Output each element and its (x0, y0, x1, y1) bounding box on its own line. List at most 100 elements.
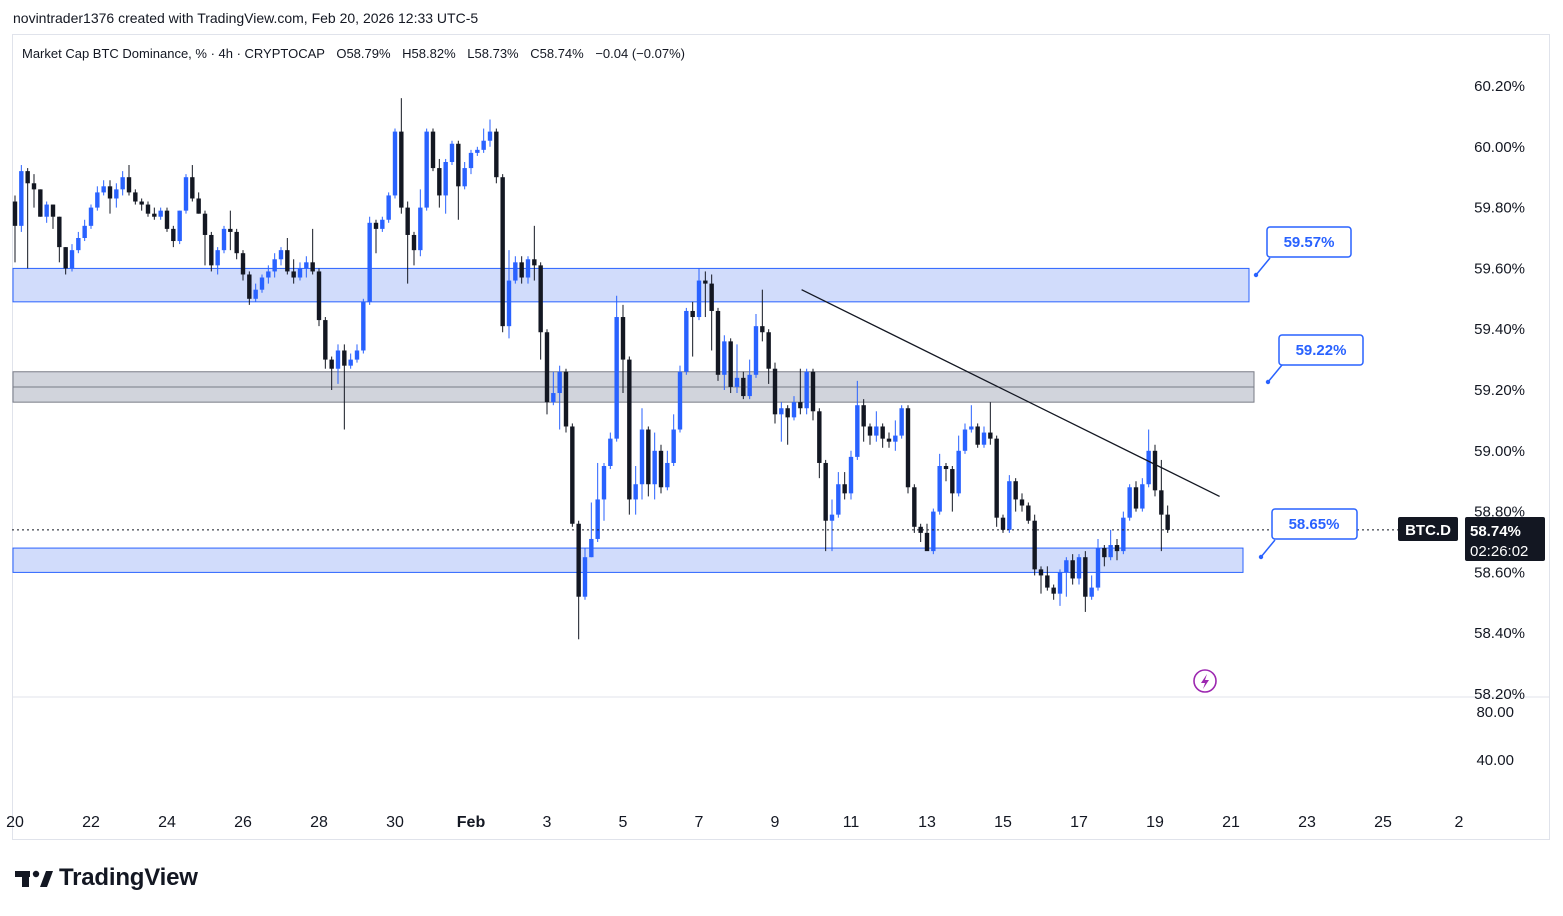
candle[interactable] (665, 450, 670, 491)
candle[interactable] (291, 259, 296, 284)
candle[interactable] (1064, 557, 1069, 597)
candle[interactable] (918, 523, 923, 542)
candle[interactable] (19, 165, 24, 232)
zone-blue-0[interactable] (12, 267, 1250, 303)
candle[interactable] (734, 344, 740, 394)
candle[interactable] (779, 402, 784, 442)
candle[interactable] (741, 371, 746, 400)
candle[interactable] (988, 402, 993, 445)
candle[interactable] (361, 298, 366, 354)
candle[interactable] (487, 119, 493, 147)
candle[interactable] (1127, 484, 1132, 521)
candle[interactable] (380, 216, 385, 232)
candle[interactable] (886, 432, 892, 448)
candle[interactable] (329, 356, 334, 390)
candle[interactable] (747, 359, 752, 400)
candle[interactable] (893, 420, 898, 451)
candle[interactable] (810, 368, 816, 421)
price-axis[interactable]: 60.20% 60.00% 59.80% 59.60% 59.40% 59.20% 59.0… (1474, 78, 1525, 703)
candle[interactable] (139, 198, 144, 211)
candle[interactable] (1007, 475, 1012, 533)
candle[interactable] (513, 256, 518, 284)
candle[interactable] (1146, 429, 1151, 488)
candle[interactable] (190, 165, 195, 202)
candle[interactable] (228, 210, 233, 251)
candle[interactable] (1114, 538, 1120, 561)
candle[interactable] (829, 499, 835, 552)
candle[interactable] (133, 189, 138, 205)
time-axis[interactable]: 20 22 24 26 28 30 Feb 3 5 7 9 11 13 15 17 19 21 23 25 2 (6, 814, 1463, 831)
candle[interactable] (247, 271, 252, 305)
candle[interactable] (639, 408, 645, 500)
candle[interactable] (1032, 514, 1037, 576)
candle[interactable] (1152, 444, 1158, 497)
candle[interactable] (684, 307, 689, 375)
candle[interactable] (1089, 575, 1094, 600)
candle[interactable] (1140, 478, 1145, 512)
candle[interactable] (1165, 505, 1170, 533)
candle[interactable] (861, 399, 866, 442)
candle[interactable] (677, 365, 683, 433)
candle[interactable] (981, 426, 987, 448)
candle[interactable] (823, 459, 828, 552)
candle[interactable] (772, 362, 778, 424)
candle[interactable] (582, 548, 588, 600)
candle[interactable] (576, 520, 581, 640)
candle[interactable] (1051, 584, 1056, 600)
candle[interactable] (50, 204, 56, 229)
candle[interactable] (1019, 493, 1025, 512)
candle[interactable] (551, 371, 556, 406)
candle[interactable] (1121, 511, 1126, 555)
candle[interactable] (620, 304, 626, 394)
candle[interactable] (633, 466, 638, 515)
candle[interactable] (44, 201, 49, 223)
candle[interactable] (475, 146, 480, 156)
candle[interactable] (1076, 554, 1082, 585)
candle[interactable] (753, 314, 759, 378)
candle[interactable] (215, 247, 220, 275)
candle[interactable] (715, 307, 721, 381)
candle[interactable] (114, 183, 119, 208)
candle[interactable] (392, 128, 398, 199)
lightning-icon[interactable] (1193, 669, 1217, 693)
candle[interactable] (348, 353, 353, 369)
candle[interactable] (836, 472, 841, 518)
candle[interactable] (791, 396, 797, 421)
zone-blue-2[interactable] (12, 547, 1244, 573)
candle[interactable] (652, 432, 657, 500)
candle[interactable] (88, 204, 94, 229)
candle[interactable] (614, 295, 619, 442)
candle[interactable] (367, 216, 372, 305)
candle[interactable] (671, 414, 676, 466)
candle[interactable] (221, 225, 227, 254)
candle[interactable] (177, 210, 182, 245)
candle[interactable] (1070, 554, 1075, 585)
candle[interactable] (259, 274, 265, 293)
candle[interactable] (855, 380, 860, 460)
candle[interactable] (196, 192, 201, 214)
candle[interactable] (411, 231, 417, 266)
candle[interactable] (785, 405, 790, 445)
candle[interactable] (722, 335, 727, 390)
candle[interactable] (272, 253, 277, 278)
candle[interactable] (12, 195, 18, 263)
candle[interactable] (82, 219, 87, 242)
candle[interactable] (405, 201, 410, 284)
candle[interactable] (798, 368, 803, 415)
candle[interactable] (867, 423, 873, 445)
candle[interactable] (209, 231, 214, 272)
candle[interactable] (500, 174, 505, 333)
candle[interactable] (519, 256, 524, 284)
candle[interactable] (25, 168, 30, 269)
candle[interactable] (354, 344, 360, 363)
candle[interactable] (696, 268, 702, 321)
candle[interactable] (842, 472, 847, 500)
symbol-title[interactable]: Market Cap BTC Dominance, % · 4h · CRYPT… (22, 46, 325, 61)
candle[interactable] (266, 265, 271, 284)
candle[interactable] (145, 201, 151, 217)
candle[interactable] (690, 301, 695, 357)
candle[interactable] (418, 189, 423, 257)
candle[interactable] (462, 162, 467, 190)
trendline[interactable] (801, 289, 1220, 497)
